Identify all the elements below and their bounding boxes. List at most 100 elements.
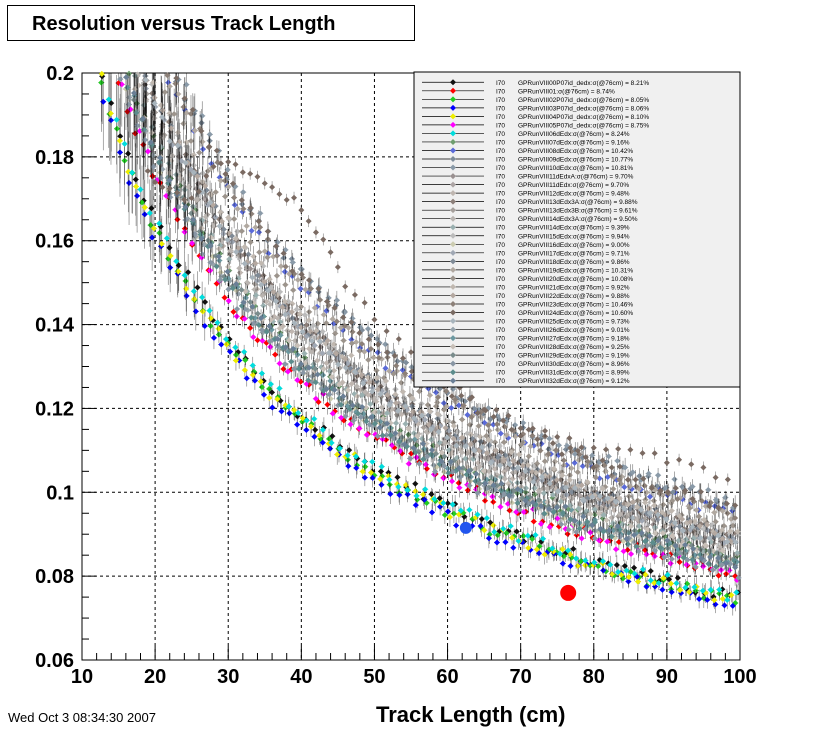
data-point	[503, 431, 510, 438]
data-point	[464, 411, 471, 418]
data-point	[194, 284, 201, 291]
data-point	[639, 517, 646, 524]
data-point	[509, 475, 516, 482]
data-point	[308, 348, 315, 355]
data-point	[612, 546, 619, 553]
data-point	[150, 225, 157, 232]
data-point	[733, 589, 740, 596]
data-point	[432, 389, 439, 396]
data-point	[520, 509, 527, 516]
data-point	[667, 560, 674, 567]
data-point	[494, 426, 501, 433]
data-point	[312, 395, 319, 402]
data-point	[199, 294, 206, 301]
data-point	[500, 525, 507, 532]
data-point	[371, 396, 378, 403]
data-point	[245, 251, 252, 258]
data-point	[546, 524, 553, 531]
data-point	[260, 302, 267, 309]
data-point	[591, 484, 598, 491]
data-point	[382, 341, 389, 348]
data-point	[705, 486, 712, 493]
data-point	[378, 404, 385, 411]
data-point	[156, 220, 163, 227]
data-point	[285, 403, 292, 410]
data-point	[201, 322, 208, 329]
data-point	[301, 311, 308, 318]
data-point	[567, 502, 574, 509]
data-point	[660, 575, 667, 582]
data-point	[647, 568, 654, 575]
data-point	[396, 491, 403, 498]
data-point	[289, 259, 296, 266]
data-point	[571, 459, 578, 466]
data-point	[486, 468, 493, 475]
data-point	[599, 558, 606, 565]
data-point	[347, 421, 354, 428]
data-point	[493, 539, 500, 546]
data-point	[198, 254, 205, 261]
data-point	[386, 476, 393, 483]
data-point	[359, 392, 366, 399]
data-point	[577, 558, 584, 565]
data-point	[199, 146, 206, 153]
data-point	[529, 536, 536, 543]
data-point	[596, 537, 603, 544]
data-point	[422, 486, 429, 493]
data-point	[215, 325, 222, 332]
data-point	[455, 402, 462, 409]
data-point	[251, 377, 258, 384]
data-point	[336, 445, 343, 452]
data-point	[166, 83, 173, 90]
data-point	[319, 439, 326, 446]
data-point	[210, 223, 217, 230]
data-point	[181, 272, 188, 279]
data-point	[696, 596, 703, 603]
data-point	[199, 308, 206, 315]
data-point	[393, 368, 400, 375]
data-point	[530, 518, 537, 525]
data-point	[278, 408, 285, 415]
data-point	[655, 472, 662, 479]
data-point	[191, 296, 198, 303]
data-point	[173, 258, 180, 265]
data-point	[329, 433, 336, 440]
data-point	[243, 222, 250, 229]
data-point	[719, 595, 726, 602]
data-point	[345, 463, 352, 470]
data-point	[236, 357, 243, 364]
data-point	[456, 484, 463, 491]
data-point	[199, 112, 206, 119]
data-point	[362, 389, 369, 396]
data-point	[700, 563, 707, 570]
data-point	[490, 499, 497, 506]
data-point	[621, 484, 628, 491]
data-point	[127, 106, 134, 113]
data-point	[289, 315, 296, 322]
data-point	[600, 512, 607, 519]
data-point	[362, 463, 369, 470]
data-point	[536, 550, 543, 557]
data-point	[303, 417, 310, 424]
data-point	[267, 301, 274, 308]
data-point	[146, 210, 153, 217]
data-point	[181, 229, 188, 236]
data-point	[266, 394, 273, 401]
data-point	[252, 292, 259, 299]
data-point	[348, 380, 355, 387]
data-point	[540, 485, 547, 492]
data-point	[326, 368, 333, 375]
data-point	[190, 288, 197, 295]
data-point	[284, 368, 291, 375]
data-point	[199, 138, 206, 145]
data-point	[488, 474, 495, 481]
series-group	[98, 70, 742, 616]
data-point	[707, 586, 714, 593]
data-point	[659, 586, 666, 593]
data-point	[368, 332, 375, 339]
data-point	[254, 272, 261, 279]
data-point	[243, 375, 250, 382]
data-point	[503, 530, 510, 537]
data-point	[319, 426, 326, 433]
data-point	[167, 264, 174, 271]
